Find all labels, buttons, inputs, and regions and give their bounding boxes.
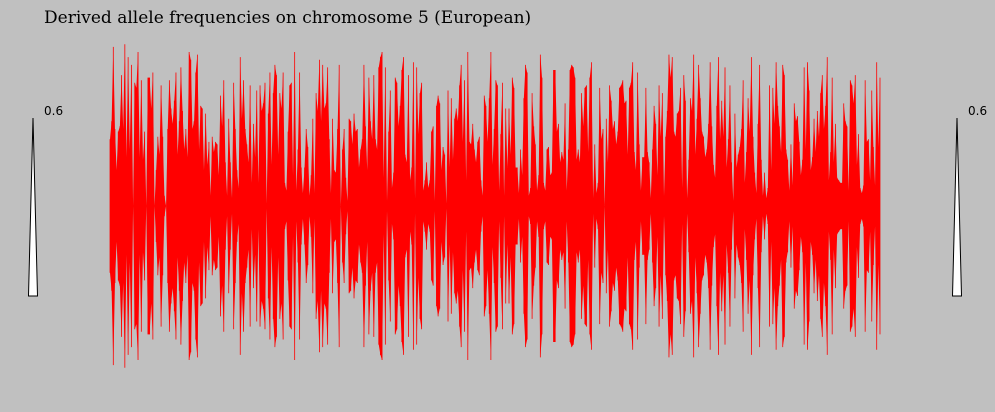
scale-left-wedge: [27, 117, 39, 297]
chart-title: Derived allele frequencies on chromosome…: [44, 8, 532, 28]
series-area: [110, 44, 880, 368]
scale-left-label: 0.6: [44, 104, 64, 118]
scale-right-wedge: [951, 117, 963, 297]
scale-right-label: 0.6: [968, 104, 988, 118]
series-layer: [109, 44, 881, 368]
